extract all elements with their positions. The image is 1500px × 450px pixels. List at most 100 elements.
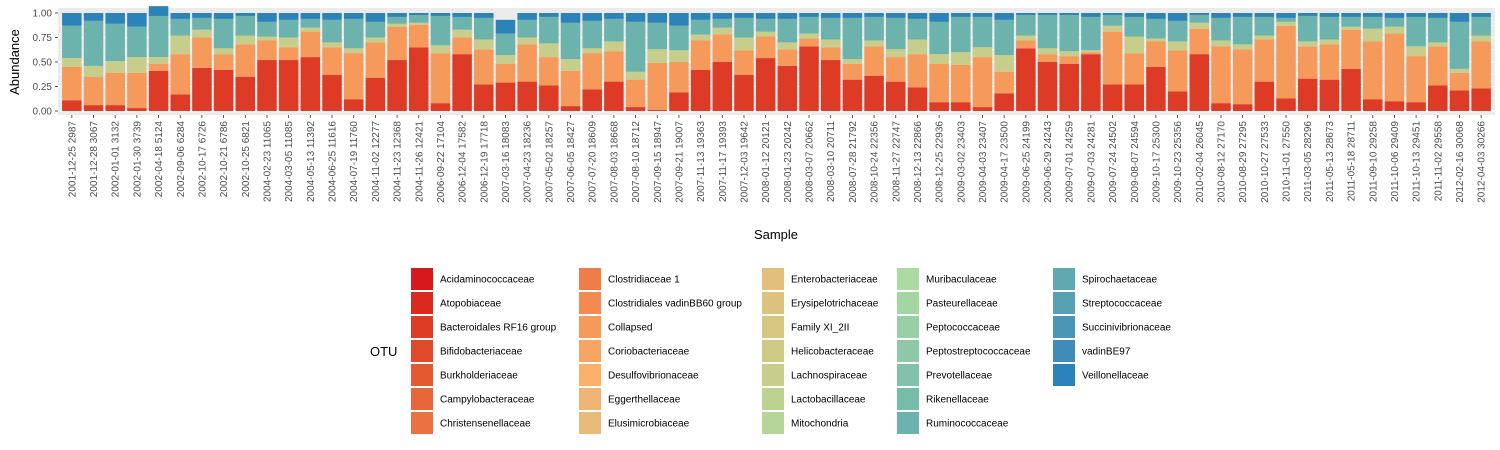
bar-segment (604, 51, 624, 82)
bar-segment (1449, 72, 1470, 91)
legend-label: Family XI_2II (791, 323, 849, 334)
legend-label: Elusimicrobiaceae (608, 419, 690, 430)
bar-segment (1232, 49, 1253, 105)
legend-key (762, 364, 784, 386)
bar-segment (343, 18, 364, 49)
bar-segment (1167, 20, 1188, 42)
bar-segment (105, 23, 125, 62)
bar-stack (1232, 13, 1253, 111)
bar-segment (1211, 40, 1231, 47)
legend-key (411, 364, 433, 386)
bar-segment (213, 48, 234, 55)
legend-label: Prevotellaceae (926, 371, 993, 382)
bar-segment (127, 26, 147, 58)
bar-segment (799, 38, 819, 47)
bar-segment (170, 35, 191, 55)
bar-segment (235, 13, 256, 16)
bar-segment (387, 16, 407, 24)
bar-segment (994, 93, 1014, 111)
x-tick-label: 2001-12-25 2987 (67, 121, 78, 198)
bar-segment (1211, 103, 1231, 111)
x-tick-label: 2010-08-12 27170 (1216, 121, 1227, 203)
bar-segment (192, 37, 212, 68)
bar-segment (83, 65, 104, 77)
bar-segment (625, 71, 646, 80)
bar-segment (842, 13, 863, 18)
bar-segment (387, 60, 407, 111)
bar-stack (1449, 13, 1470, 111)
x-tick-label: 2009-07-24 24502 (1108, 121, 1119, 203)
bar-stack (1384, 13, 1405, 111)
bar-segment (322, 13, 342, 20)
bar-stack (755, 13, 776, 111)
bar-segment (474, 39, 494, 50)
x-tick-label: 2009-10-23 25356 (1173, 121, 1184, 203)
bar-segment (799, 33, 819, 39)
bar-segment (799, 46, 819, 111)
bar-segment (1449, 13, 1470, 22)
bar-segment (734, 50, 754, 75)
bar-segment (105, 105, 125, 111)
bar-segment (1167, 50, 1188, 92)
legend-item: Pasteurellaceae (897, 292, 998, 314)
bar-stack (495, 19, 516, 111)
x-tick-label: 2004-11-23 12368 (393, 121, 404, 202)
bars-layer (62, 6, 1491, 111)
bar-segment (1037, 62, 1058, 111)
legend-item: Spirochaetaceae (1053, 268, 1157, 290)
x-tick-label: 2009-07-01 24259 (1065, 121, 1076, 203)
bar-segment (560, 106, 581, 111)
bar-stack (799, 13, 819, 111)
bar-stack (1059, 13, 1079, 111)
bar-stack (972, 13, 993, 111)
bar-segment (712, 27, 733, 35)
bar-segment (1341, 68, 1361, 111)
bar-segment (799, 16, 819, 34)
bar-stack (278, 13, 299, 111)
bar-segment (712, 13, 733, 19)
x-tick-label: 2009-08-07 24594 (1130, 121, 1141, 203)
x-tick-label: 2012-02-16 30068 (1455, 121, 1466, 203)
bar-stack (1167, 13, 1188, 111)
bar-stack (1124, 13, 1145, 111)
bar-segment (1081, 54, 1101, 111)
bar-stack (560, 13, 581, 111)
bar-stack (300, 13, 321, 111)
legend-label: Muribaculaceae (926, 275, 997, 286)
x-tick-label: 2010-02-04 26045 (1195, 121, 1206, 203)
bar-stack (951, 13, 971, 111)
bar-stack (257, 13, 277, 111)
bar-segment (62, 13, 82, 26)
bar-stack (1189, 13, 1210, 111)
x-tick-label: 2007-07-20 18609 (588, 121, 599, 203)
bar-segment (864, 40, 884, 47)
bar-segment (951, 13, 971, 17)
legend-item: Lachnospiraceae (762, 364, 868, 386)
bar-segment (1276, 13, 1296, 18)
bar-segment (1081, 16, 1101, 51)
legend-label: Peptostreptococcaceae (926, 347, 1031, 358)
bar-stack (1037, 13, 1058, 111)
bar-segment (1406, 46, 1426, 57)
bar-segment (213, 13, 234, 19)
bar-segment (1384, 17, 1405, 27)
bar-segment (105, 13, 125, 24)
x-tick-label: 2004-05-13 11392 (306, 121, 317, 202)
bar-segment (582, 89, 602, 111)
legend-label: Lactobacillaceae (791, 395, 866, 406)
bar-segment (994, 19, 1014, 56)
bar-segment (1319, 39, 1340, 45)
bar-stack (105, 13, 125, 111)
bar-segment (1037, 54, 1058, 62)
x-axis-title: Sample (754, 227, 798, 242)
x-tick-label: 2004-06-25 11616 (328, 121, 339, 202)
bar-segment (365, 37, 386, 43)
bar-segment (1276, 25, 1296, 99)
bar-segment (1471, 41, 1491, 89)
bar-segment (1362, 28, 1383, 42)
bar-segment (1384, 101, 1405, 111)
bar-segment (1124, 16, 1145, 37)
bar-segment (777, 49, 798, 66)
bar-stack (62, 13, 82, 111)
bar-segment (213, 54, 234, 70)
